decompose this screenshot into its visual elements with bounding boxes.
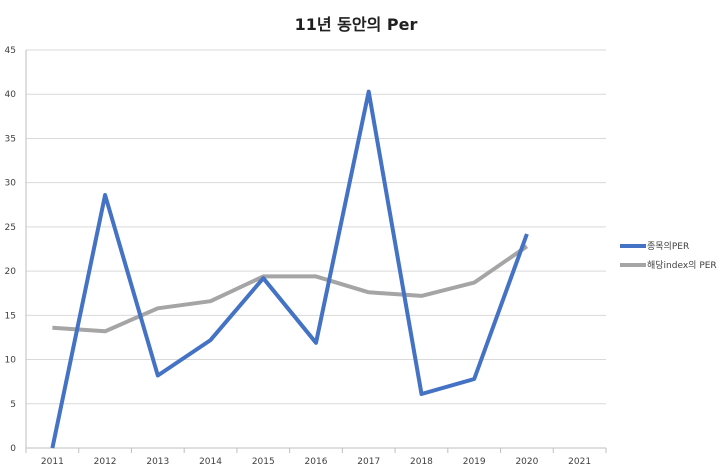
x-tick-label: 2015 — [252, 457, 275, 467]
gridlines — [26, 49, 606, 405]
x-tick-label: 2020 — [515, 457, 538, 467]
y-tick-label: 5 — [10, 400, 16, 410]
y-tick-label: 35 — [5, 134, 16, 144]
x-tick-label: 2013 — [146, 457, 169, 467]
x-tick-label: 2017 — [357, 457, 380, 467]
y-tick-label: 45 — [5, 46, 16, 56]
x-tick-label: 2014 — [199, 457, 222, 467]
x-tick-label: 2011 — [41, 457, 64, 467]
series-line-2 — [52, 244, 529, 334]
x-tick-label: 2019 — [463, 457, 486, 467]
y-tick-label: 40 — [5, 90, 17, 100]
legend-label: 종목의PER — [647, 241, 689, 252]
chart-title: 11년 동안의 Per — [295, 15, 418, 34]
y-tick-label: 20 — [5, 267, 17, 277]
axes: 0 5 10 15 20 25 30 35 40 45 2011 2012 2013 2014 2015 20… — [5, 46, 607, 467]
legend-label: 해당index의 PER — [647, 260, 717, 271]
legend: 종목의PER 해당index의 PER — [620, 241, 717, 271]
y-tick-label: 0 — [10, 444, 16, 454]
x-tick-label: 2012 — [94, 457, 117, 467]
series-line-1 — [50, 89, 529, 449]
y-tick-label: 30 — [5, 179, 17, 189]
y-tick-label: 25 — [5, 223, 16, 233]
y-tick-label: 15 — [5, 311, 16, 321]
x-tick-label: 2016 — [305, 457, 328, 467]
x-tick-label: 2021 — [568, 457, 591, 467]
x-tick-label: 2018 — [410, 457, 433, 467]
y-tick-label: 10 — [5, 356, 17, 366]
series-lines — [50, 89, 529, 449]
